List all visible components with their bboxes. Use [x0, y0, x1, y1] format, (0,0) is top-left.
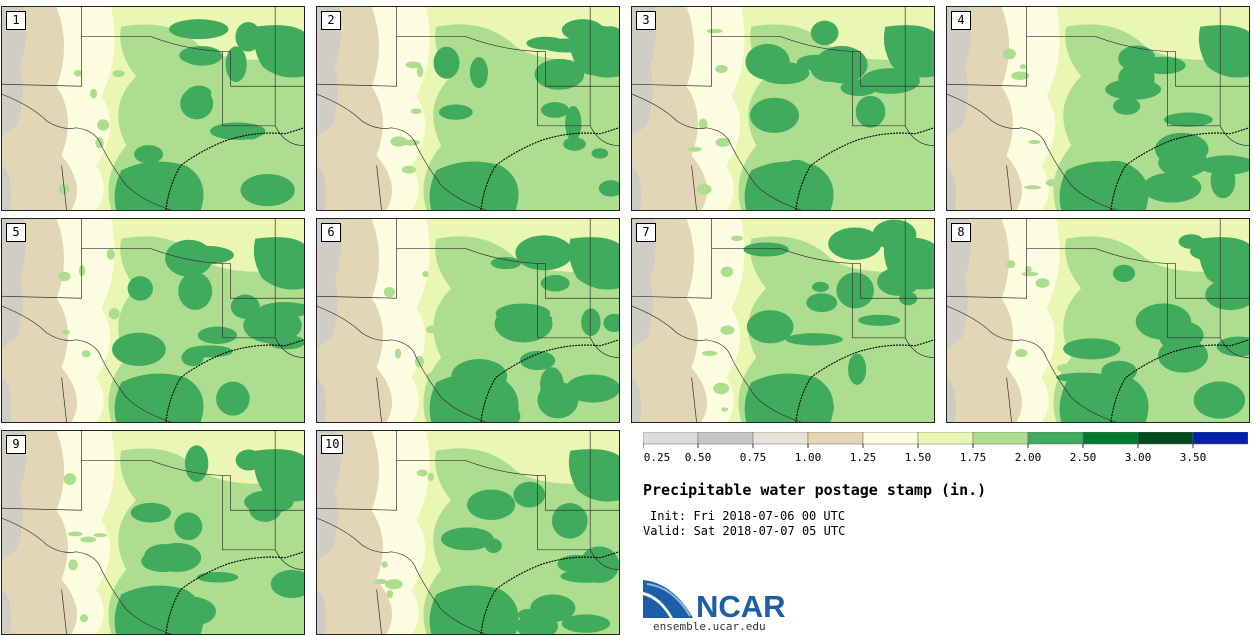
legend-swatch — [1082, 432, 1139, 445]
legend-tick-label: 1.25 — [850, 451, 877, 464]
legend-swatch — [1192, 432, 1248, 445]
precipitable-water-map — [632, 7, 934, 210]
member-number-label: 1 — [6, 11, 26, 30]
legend-tick-label: 0.75 — [740, 451, 767, 464]
legend-swatch — [917, 432, 974, 445]
legend-tick-label: 1.75 — [960, 451, 987, 464]
legend-colorbar: 0.25 0.50 0.75 1.00 1.25 1.50 1.75 2.00 2.50 3.00… — [643, 432, 1248, 464]
legend-swatch — [1137, 432, 1194, 445]
member-number-label: 5 — [6, 223, 26, 242]
member-number-label: 6 — [321, 223, 341, 242]
precipitable-water-map — [2, 219, 304, 422]
precipitable-water-map — [947, 219, 1249, 422]
legend-tick-label: 2.00 — [1015, 451, 1042, 464]
ensemble-member-map: 8 — [946, 218, 1250, 423]
member-number-label: 3 — [636, 11, 656, 30]
ncar-logo: NCAR — [643, 578, 793, 624]
valid-time: Valid: Sat 2018-07-07 05 UTC — [643, 524, 846, 538]
member-number-label: 9 — [6, 435, 26, 454]
legend-tick-label: 3.00 — [1125, 451, 1152, 464]
precipitable-water-map — [317, 431, 619, 634]
precipitable-water-map — [632, 219, 934, 422]
precipitable-water-map — [317, 219, 619, 422]
svg-text:NCAR: NCAR — [696, 589, 786, 623]
member-number-label: 10 — [321, 435, 344, 454]
chart-title: Precipitable water postage stamp (in.) — [643, 481, 987, 499]
legend-swatch — [807, 432, 864, 445]
precipitable-water-map — [947, 7, 1249, 210]
legend-swatch — [697, 432, 754, 445]
member-number-label: 2 — [321, 11, 341, 30]
legend-tick-label: 1.00 — [795, 451, 822, 464]
precipitable-water-map — [2, 7, 304, 210]
ensemble-member-map: 7 — [631, 218, 935, 423]
ensemble-member-map: 10 — [316, 430, 620, 635]
legend-swatch — [643, 432, 699, 445]
ensemble-member-map: 5 — [1, 218, 305, 423]
ensemble-member-map: 1 — [1, 6, 305, 211]
ensemble-member-map: 9 — [1, 430, 305, 635]
member-number-label: 7 — [636, 223, 656, 242]
ensemble-member-map: 3 — [631, 6, 935, 211]
color-legend: 0.25 0.50 0.75 1.00 1.25 1.50 1.75 2.00 2.50 3.00… — [643, 432, 1248, 468]
site-url: ensemble.ucar.edu — [653, 620, 766, 633]
legend-tick-label: 0.50 — [685, 451, 712, 464]
member-number-label: 8 — [951, 223, 971, 242]
legend-swatch — [752, 432, 809, 445]
legend-tick-label: 2.50 — [1070, 451, 1097, 464]
ensemble-member-map: 4 — [946, 6, 1250, 211]
legend-swatch — [972, 432, 1029, 445]
ensemble-member-map: 2 — [316, 6, 620, 211]
legend-swatch — [862, 432, 919, 445]
init-time: Init: Fri 2018-07-06 00 UTC — [650, 509, 846, 523]
legend-tick-label: 0.25 — [644, 451, 671, 464]
precipitable-water-map — [317, 7, 619, 210]
legend-tick-label: 1.50 — [905, 451, 932, 464]
legend-swatch — [1027, 432, 1084, 445]
legend-tick-label: 3.50 — [1180, 451, 1207, 464]
precipitable-water-map — [2, 431, 304, 634]
ensemble-member-map: 6 — [316, 218, 620, 423]
member-number-label: 4 — [951, 11, 971, 30]
